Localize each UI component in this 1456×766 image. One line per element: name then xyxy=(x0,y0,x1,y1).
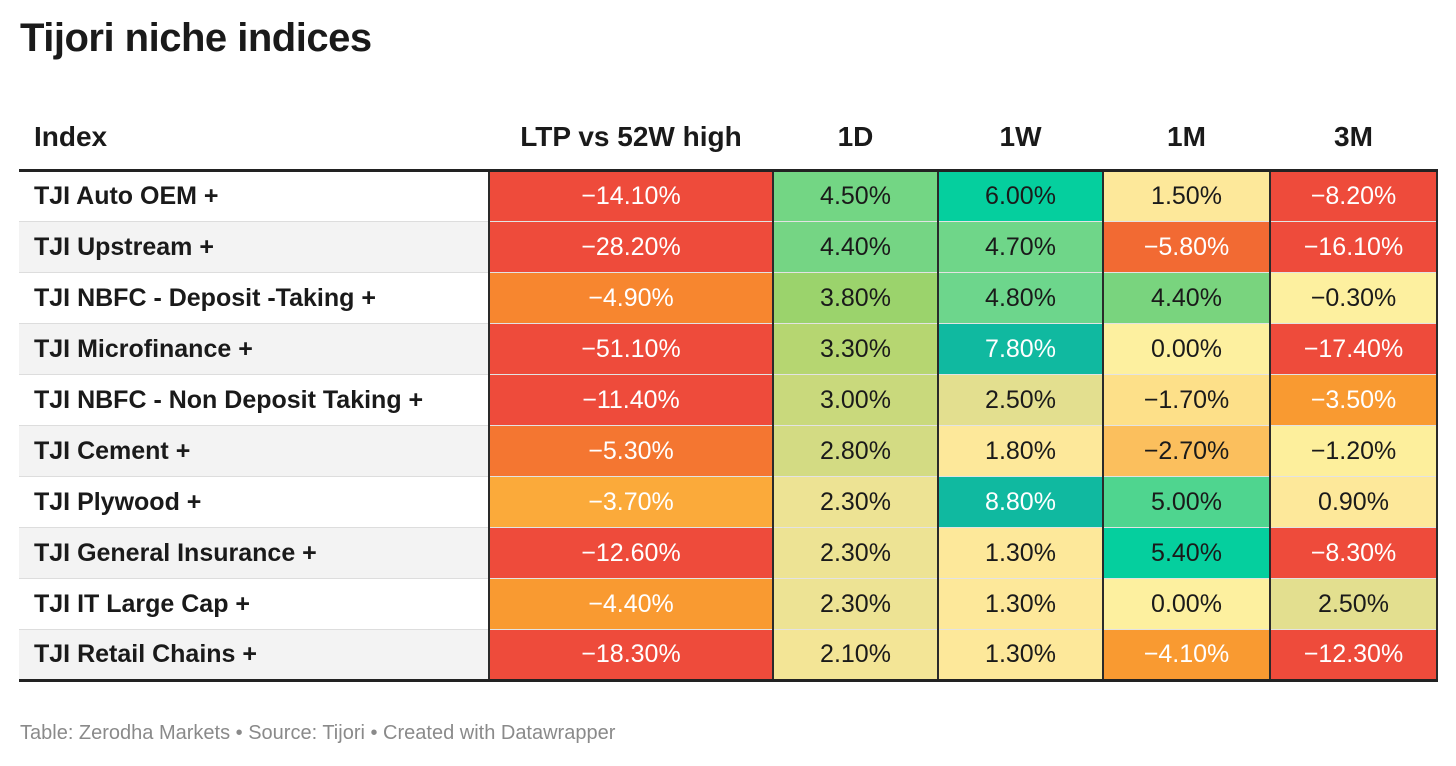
value-cell-1w: 1.30% xyxy=(937,527,1104,579)
value-cell-ltp-vs-52w-high: −4.40% xyxy=(488,578,774,630)
index-name-cell: TJI Microfinance + xyxy=(19,323,489,375)
value-cell-1w: 1.30% xyxy=(937,629,1104,681)
value-cell-1d: 2.80% xyxy=(772,425,939,477)
table-row: TJI Cement + −5.30% 2.80% 1.80% −2.70% −1.20% xyxy=(19,425,1438,477)
value-cell-ltp-vs-52w-high: −18.30% xyxy=(488,629,774,681)
value-cell-1w: 4.70% xyxy=(937,221,1104,273)
index-name-cell: TJI NBFC - Non Deposit Taking + xyxy=(19,374,489,426)
value-cell-1d: 4.50% xyxy=(772,170,939,222)
heatmap-table: Index LTP vs 52W high 1D 1W 1M 3M TJI Au… xyxy=(19,105,1438,682)
value-cell-3m: −17.40% xyxy=(1269,323,1438,375)
value-cell-3m: −12.30% xyxy=(1269,629,1438,681)
value-cell-ltp-vs-52w-high: −14.10% xyxy=(488,170,774,222)
index-name-cell: TJI Upstream + xyxy=(19,221,489,273)
index-name-cell: TJI Auto OEM + xyxy=(19,170,489,222)
value-cell-1w: 4.80% xyxy=(937,272,1104,324)
table-row: TJI Plywood + −3.70% 2.30% 8.80% 5.00% 0.90% xyxy=(19,476,1438,528)
column-header-index[interactable]: Index xyxy=(34,121,108,152)
column-header-1d[interactable]: 1D xyxy=(837,121,874,152)
value-cell-ltp-vs-52w-high: −5.30% xyxy=(488,425,774,477)
index-name-cell: TJI NBFC - Deposit -Taking + xyxy=(19,272,489,324)
index-name-cell: TJI General Insurance + xyxy=(19,527,489,579)
column-header-1w[interactable]: 1W xyxy=(999,121,1042,152)
value-cell-ltp-vs-52w-high: −28.20% xyxy=(488,221,774,273)
value-cell-1d: 2.30% xyxy=(772,527,939,579)
value-cell-1w: 1.80% xyxy=(937,425,1104,477)
value-cell-1m: −4.10% xyxy=(1102,629,1271,681)
table-row: TJI IT Large Cap + −4.40% 2.30% 1.30% 0.00% 2… xyxy=(19,578,1438,630)
column-header-1m[interactable]: 1M xyxy=(1167,121,1206,152)
value-cell-3m: −0.30% xyxy=(1269,272,1438,324)
value-cell-ltp-vs-52w-high: −4.90% xyxy=(488,272,774,324)
table-row: TJI Upstream + −28.20% 4.40% 4.70% −5.80% −16… xyxy=(19,221,1438,273)
index-name-cell: TJI Plywood + xyxy=(19,476,489,528)
value-cell-1m: 1.50% xyxy=(1102,170,1271,222)
value-cell-1m: 0.00% xyxy=(1102,323,1271,375)
value-cell-3m: −1.20% xyxy=(1269,425,1438,477)
value-cell-1d: 2.30% xyxy=(772,578,939,630)
value-cell-ltp-vs-52w-high: −11.40% xyxy=(488,374,774,426)
index-name-cell: TJI Retail Chains + xyxy=(19,629,489,681)
value-cell-3m: −3.50% xyxy=(1269,374,1438,426)
chart-title: Tijori niche indices xyxy=(20,16,372,60)
value-cell-1w: 2.50% xyxy=(937,374,1104,426)
table-row: TJI Auto OEM + −14.10% 4.50% 6.00% 1.50% −8.2… xyxy=(19,170,1438,222)
table-row: TJI Retail Chains + −18.30% 2.10% 1.30% −4.1… xyxy=(19,629,1438,681)
table-body: TJI Auto OEM + −14.10% 4.50% 6.00% 1.50% −8.2… xyxy=(19,170,1438,681)
header-row: Index LTP vs 52W high 1D 1W 1M 3M xyxy=(19,105,1437,171)
value-cell-1m: −2.70% xyxy=(1102,425,1271,477)
value-cell-3m: 2.50% xyxy=(1269,578,1438,630)
table-row: TJI NBFC - Non Deposit Taking + −11.40% 3.… xyxy=(19,374,1438,426)
value-cell-1d: 2.10% xyxy=(772,629,939,681)
table-row: TJI Microfinance + −51.10% 3.30% 7.80% 0.00%… xyxy=(19,323,1438,375)
value-cell-1d: 3.00% xyxy=(772,374,939,426)
value-cell-1m: 0.00% xyxy=(1102,578,1271,630)
value-cell-1d: 3.30% xyxy=(772,323,939,375)
table-row: TJI NBFC - Deposit -Taking + −4.90% 3.80% 4… xyxy=(19,272,1438,324)
value-cell-ltp-vs-52w-high: −51.10% xyxy=(488,323,774,375)
value-cell-3m: −8.20% xyxy=(1269,170,1438,222)
value-cell-1w: 1.30% xyxy=(937,578,1104,630)
value-cell-1d: 4.40% xyxy=(772,221,939,273)
value-cell-3m: −16.10% xyxy=(1269,221,1438,273)
index-name-cell: TJI Cement + xyxy=(19,425,489,477)
value-cell-1m: 4.40% xyxy=(1102,272,1271,324)
value-cell-1w: 6.00% xyxy=(937,170,1104,222)
column-header-3m[interactable]: 3M xyxy=(1334,121,1373,152)
source-footer: Table: Zerodha Markets • Source: Tijori … xyxy=(20,722,616,744)
index-name-cell: TJI IT Large Cap + xyxy=(19,578,489,630)
value-cell-1m: −1.70% xyxy=(1102,374,1271,426)
value-cell-1m: 5.00% xyxy=(1102,476,1271,528)
value-cell-ltp-vs-52w-high: −12.60% xyxy=(488,527,774,579)
value-cell-1w: 8.80% xyxy=(937,476,1104,528)
table-row: TJI General Insurance + −12.60% 2.30% 1.30%… xyxy=(19,527,1438,579)
value-cell-1w: 7.80% xyxy=(937,323,1104,375)
value-cell-1d: 3.80% xyxy=(772,272,939,324)
value-cell-3m: 0.90% xyxy=(1269,476,1438,528)
value-cell-1m: −5.80% xyxy=(1102,221,1271,273)
column-header-ltp-vs-52w-high[interactable]: LTP vs 52W high xyxy=(520,121,742,152)
value-cell-1d: 2.30% xyxy=(772,476,939,528)
value-cell-1m: 5.40% xyxy=(1102,527,1271,579)
value-cell-3m: −8.30% xyxy=(1269,527,1438,579)
value-cell-ltp-vs-52w-high: −3.70% xyxy=(488,476,774,528)
